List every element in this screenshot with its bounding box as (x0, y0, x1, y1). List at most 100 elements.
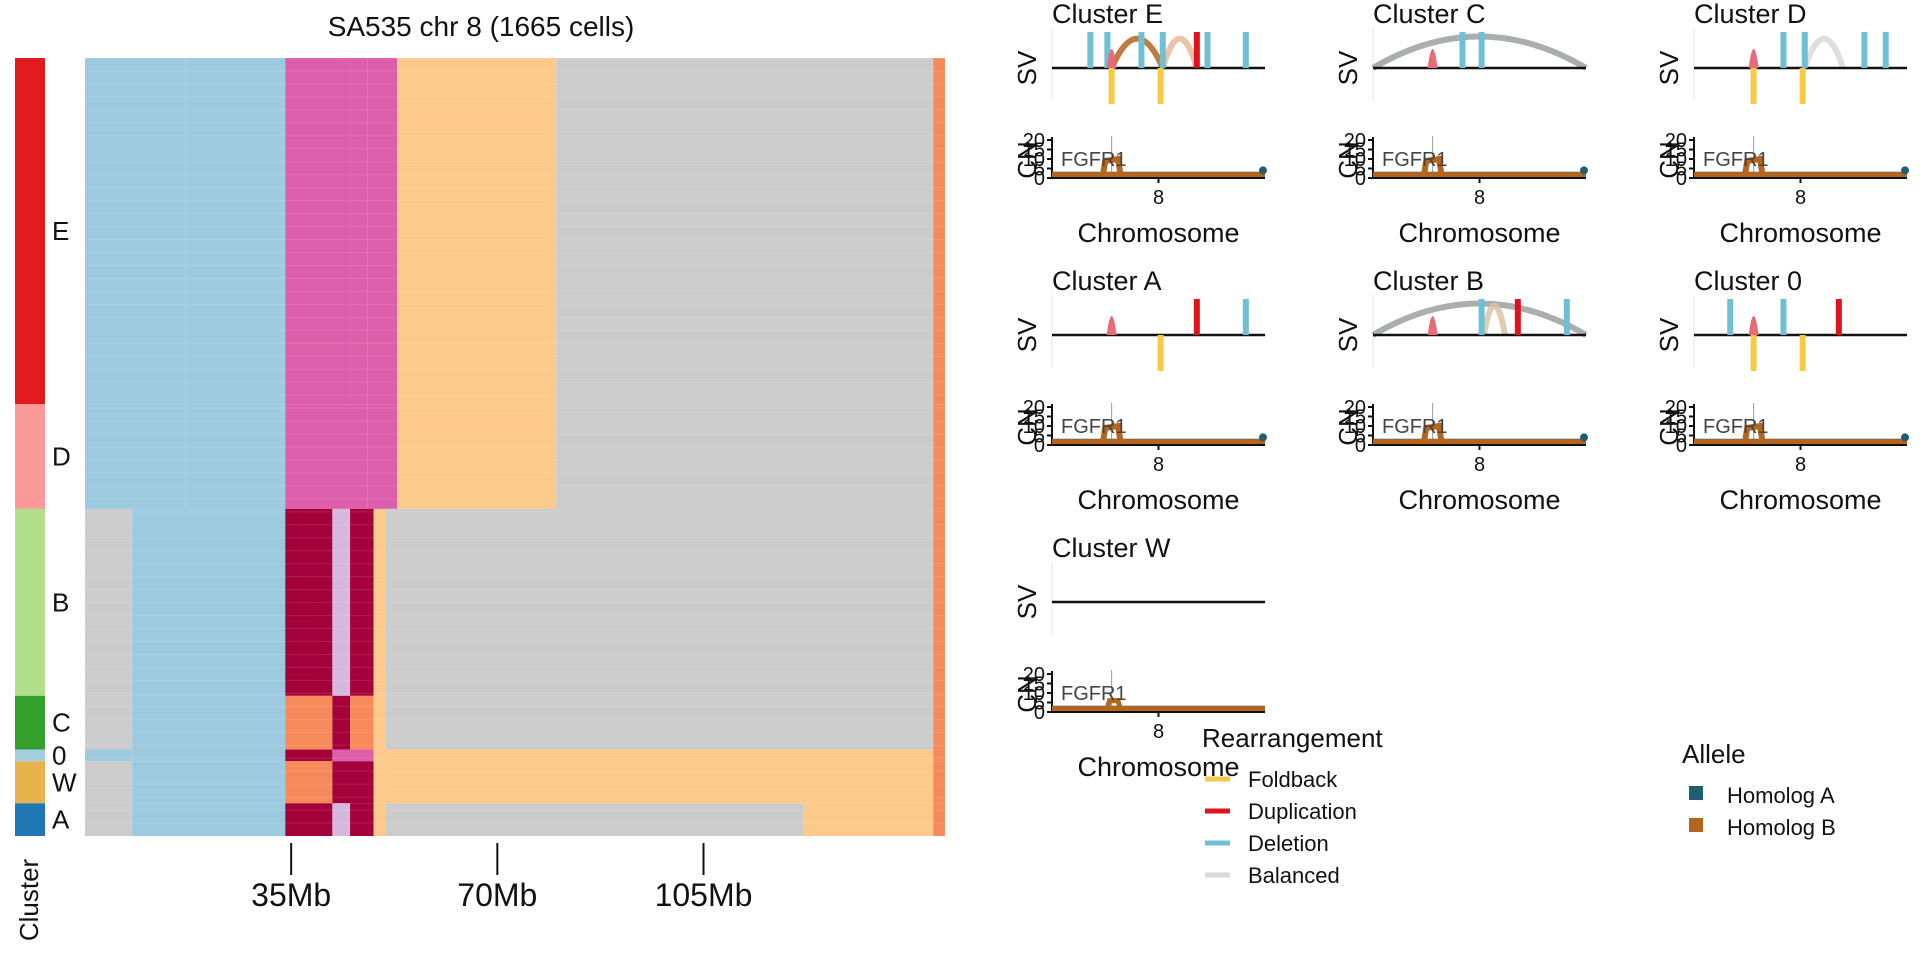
sv-arc (1480, 302, 1509, 336)
panel-title: Cluster W (1052, 533, 1171, 563)
cn-tick-label: 15 (1023, 140, 1045, 162)
panel-title: Cluster 0 (1694, 266, 1802, 296)
cn-tick-label: 10 (1023, 149, 1045, 171)
cluster-bar-segment (15, 761, 45, 804)
gene-label: FGFR1 (1061, 683, 1127, 705)
panel-title: Cluster A (1052, 266, 1162, 296)
heatmap-segment (367, 404, 398, 509)
heatmap-segment (332, 508, 351, 696)
cn-tick-label: 5 (1355, 159, 1366, 181)
cluster-label: C (52, 708, 71, 738)
heatmap-segment (385, 803, 804, 836)
homolog-a-point (1259, 433, 1267, 442)
cluster-label: D (52, 442, 71, 472)
heatmap-segment (132, 508, 286, 696)
heatmap-segment (933, 749, 945, 762)
heatmap-segment (332, 695, 351, 750)
sv-amp-bump (1427, 316, 1438, 335)
heatmap-segment (185, 58, 286, 405)
homolog-b-amplicon (1100, 422, 1124, 442)
homolog-b-amplicon (1104, 698, 1123, 709)
homolog-a-point (1259, 166, 1267, 175)
heatmap-segment (285, 749, 333, 762)
cn-tick-label: 15 (1344, 140, 1366, 162)
heatmap-segment (803, 803, 934, 836)
heatmap-segment (285, 508, 333, 696)
cn-tick-label: 15 (1023, 674, 1045, 696)
chrom-tick-label: 8 (1153, 721, 1164, 743)
rearrangement-legend-label: Foldback (1248, 767, 1338, 792)
cluster-bar (15, 58, 45, 836)
heatmap-segment (332, 761, 374, 804)
chrom-tick-label: 8 (1153, 187, 1164, 209)
rearrangement-legend-label: Duplication (1248, 799, 1357, 824)
sv-amp-bump (1106, 316, 1117, 335)
cn-tick-label: 0 (1034, 168, 1045, 190)
rearrangement-legend: Rearrangement Foldback Duplication Deletio… (1202, 723, 1383, 888)
cluster-label: E (52, 216, 69, 246)
cn-tick-label: 0 (1034, 702, 1045, 724)
cluster-bar-segment (15, 508, 45, 696)
chrom-tick-label: 8 (1474, 454, 1485, 476)
panel-title: Cluster E (1052, 0, 1163, 29)
heatmap-body (85, 57, 945, 836)
cn-tick-label: 5 (1034, 426, 1045, 448)
heatmap-segment (350, 695, 374, 750)
cn-axis-label: CN (1654, 141, 1684, 179)
cluster-bar-segment (15, 749, 45, 762)
cluster-bar-segment (15, 695, 45, 750)
heatmap-segment (285, 404, 368, 509)
cluster-bar-segment (15, 58, 45, 405)
heatmap-segment (385, 761, 934, 804)
heatmap-segment (556, 404, 934, 509)
cn-axis-label: CN (1654, 408, 1684, 446)
cluster-axis-label: Cluster (14, 858, 44, 941)
cn-axis-label: CN (1012, 141, 1042, 179)
heatmap-segment (350, 803, 374, 836)
cn-axis-label: CN (1012, 408, 1042, 446)
heatmap-segment (933, 761, 945, 804)
heatmap-segment (556, 58, 934, 405)
cn-tick-label: 20 (1665, 397, 1687, 419)
cn-tick-label: 15 (1023, 407, 1045, 429)
cn-tick-label: 0 (1034, 435, 1045, 457)
cn-tick-label: 10 (1665, 149, 1687, 171)
heatmap-segment (132, 695, 286, 750)
chromosome-axis-label: Chromosome (1719, 485, 1881, 515)
heatmap-segment (132, 749, 286, 762)
heatmap-segment (933, 695, 945, 750)
cn-tick-label: 10 (1023, 683, 1045, 705)
gene-label: FGFR1 (1703, 149, 1769, 171)
heatmap-segment (285, 695, 333, 750)
gene-label: FGFR1 (1061, 149, 1127, 171)
rearrangement-legend-title: Rearrangement (1202, 723, 1383, 753)
panel-title: Cluster B (1373, 266, 1484, 296)
sv-axis-label: SV (1012, 50, 1042, 85)
heatmap-x-tick-label: 105Mb (655, 877, 753, 913)
cluster-label: 0 (52, 740, 66, 770)
heatmap-segment (85, 58, 186, 405)
cn-tick-label: 0 (1355, 435, 1366, 457)
sv-amp-bump (1427, 49, 1438, 68)
cn-axis-label: CN (1333, 408, 1363, 446)
cn-tick-label: 20 (1023, 397, 1045, 419)
heatmap-segment (367, 58, 398, 405)
chromosome-axis-label: Chromosome (1077, 485, 1239, 515)
chrom-tick-label: 8 (1474, 187, 1485, 209)
sv-arc (1159, 35, 1200, 69)
cn-tick-label: 0 (1676, 435, 1687, 457)
gene-label: FGFR1 (1382, 416, 1448, 438)
heatmap-segment (373, 508, 386, 696)
homolog-a-point (1580, 166, 1588, 175)
heatmap-x-tick-label: 35Mb (251, 877, 331, 913)
gene-label: FGFR1 (1382, 149, 1448, 171)
allele-legend: Allele Homolog A Homolog B (1682, 739, 1836, 840)
rearrangement-legend-label: Balanced (1248, 863, 1340, 888)
